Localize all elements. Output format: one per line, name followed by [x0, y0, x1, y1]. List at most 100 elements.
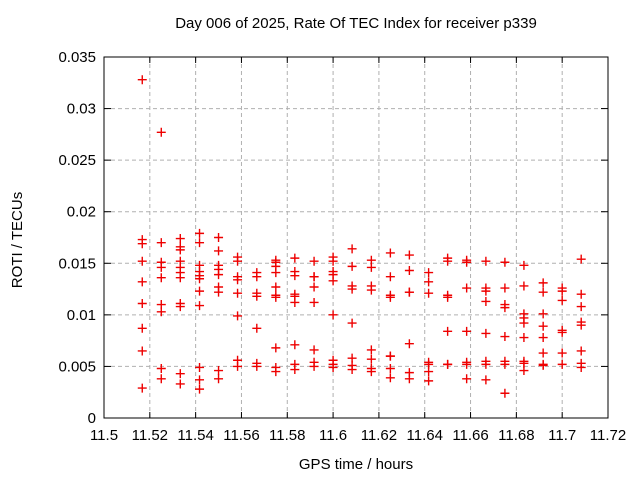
data-point-marker [500, 332, 510, 342]
data-point-marker [175, 245, 185, 255]
data-point-marker [195, 238, 205, 248]
x-tick-label: 11.72 [590, 427, 626, 444]
x-tick-label: 11.52 [132, 427, 168, 444]
x-tick-label: 11.66 [452, 427, 488, 444]
data-point-marker [309, 272, 319, 282]
data-point-marker [404, 250, 414, 260]
data-point-marker [137, 239, 147, 249]
data-point-marker [309, 282, 319, 292]
data-point-marker [424, 367, 434, 377]
data-point-marker [404, 374, 414, 384]
data-point-marker [519, 281, 529, 291]
data-point-marker [252, 323, 262, 333]
data-point-marker [195, 375, 205, 385]
data-point-marker [557, 286, 567, 296]
data-point-marker [271, 343, 281, 353]
data-point-marker [404, 266, 414, 276]
data-point-marker [385, 373, 395, 383]
x-axis-label: GPS time / hours [299, 456, 413, 473]
data-point-marker [424, 376, 434, 386]
data-point-marker [156, 363, 166, 373]
data-point-marker [309, 297, 319, 307]
data-point-marker [576, 362, 586, 372]
data-point-marker [576, 346, 586, 356]
data-point-marker [137, 323, 147, 333]
data-point-marker [290, 340, 300, 350]
x-tick-label: 11.62 [361, 427, 397, 444]
data-point-marker [309, 256, 319, 266]
data-point-marker [290, 271, 300, 281]
data-point-marker [576, 302, 586, 312]
data-point-marker [328, 256, 338, 266]
data-point-marker [443, 326, 453, 336]
data-point-marker [214, 233, 224, 242]
data-point-marker [156, 127, 166, 137]
data-point-marker [195, 228, 205, 238]
data-point-marker [271, 282, 281, 292]
data-point-marker [462, 283, 472, 293]
data-point-marker [252, 291, 262, 301]
data-point-marker [500, 303, 510, 313]
data-point-marker [424, 268, 434, 278]
data-point-marker [271, 367, 281, 377]
data-point-marker [233, 275, 243, 285]
data-point-marker [347, 261, 357, 271]
data-point-marker [385, 248, 395, 258]
data-point-marker [137, 299, 147, 309]
data-point-marker [404, 287, 414, 297]
data-point-marker [366, 354, 376, 364]
data-point-marker [481, 359, 491, 369]
data-point-marker [214, 270, 224, 280]
data-point-marker [443, 292, 453, 302]
data-point-marker [462, 326, 472, 336]
data-point-marker [385, 363, 395, 373]
y-tick-label: 0.015 [58, 255, 96, 272]
y-tick-label: 0.03 [67, 101, 96, 118]
data-point-marker [366, 285, 376, 295]
data-point-marker [462, 359, 472, 369]
data-point-marker [443, 256, 453, 266]
data-point-marker [366, 367, 376, 377]
data-point-marker [175, 369, 185, 379]
data-point-marker [137, 383, 147, 393]
data-point-marker [195, 384, 205, 394]
data-point-marker [347, 365, 357, 375]
data-point-marker [519, 260, 529, 270]
data-point-marker [195, 286, 205, 296]
x-tick-label: 11.54 [177, 427, 213, 444]
data-point-marker [500, 388, 510, 398]
y-tick-label: 0 [88, 410, 96, 427]
data-point-marker [557, 327, 567, 337]
data-point-marker [309, 361, 319, 371]
data-point-marker [404, 339, 414, 349]
data-point-marker [481, 296, 491, 306]
data-point-marker [557, 359, 567, 369]
data-point-marker [271, 292, 281, 302]
data-point-marker [175, 379, 185, 389]
data-point-marker [424, 277, 434, 287]
data-points [137, 75, 586, 398]
data-point-marker [366, 262, 376, 272]
y-tick-label: 0.025 [58, 152, 96, 169]
data-point-marker [443, 359, 453, 369]
data-point-marker [424, 288, 434, 298]
data-point-marker [519, 333, 529, 343]
data-point-marker [233, 256, 243, 266]
data-point-marker [156, 307, 166, 317]
data-point-marker [557, 348, 567, 358]
data-point-marker [214, 246, 224, 256]
data-point-marker [481, 328, 491, 338]
data-point-marker [290, 253, 300, 263]
data-point-marker [462, 257, 472, 267]
data-point-marker [233, 361, 243, 371]
data-point-marker [175, 273, 185, 283]
data-point-marker [576, 289, 586, 299]
data-point-marker [481, 286, 491, 296]
data-point-marker [214, 374, 224, 384]
data-point-marker [538, 321, 548, 331]
data-point-marker [233, 288, 243, 298]
data-point-marker [366, 345, 376, 355]
data-point-marker [175, 234, 185, 244]
